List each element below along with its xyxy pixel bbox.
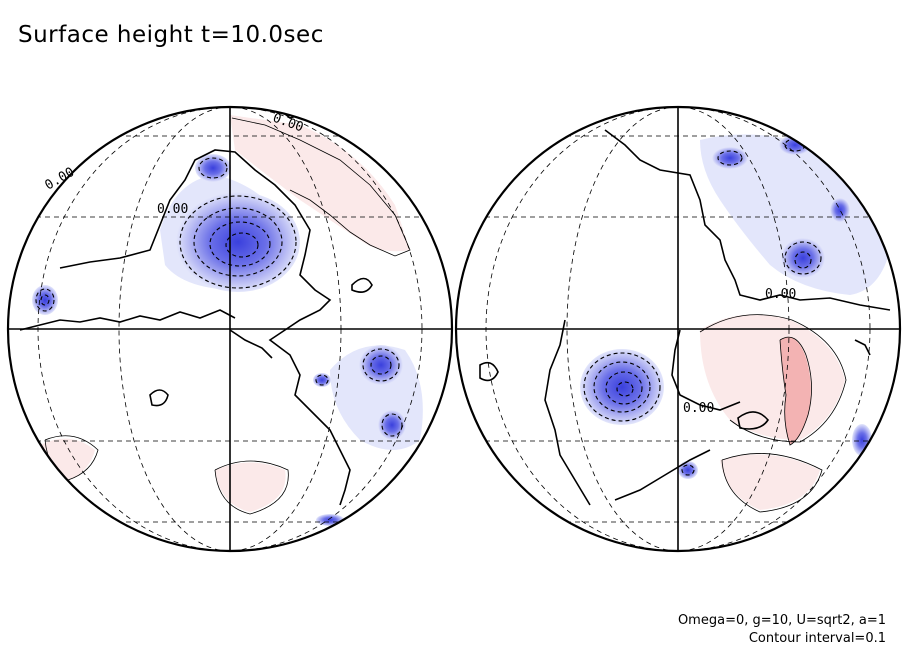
right-positive-region-2	[720, 454, 820, 510]
right-contour-label-2: 0.00	[683, 401, 714, 416]
left-blue-bottom	[316, 514, 344, 526]
right-blue-north-east	[779, 135, 811, 155]
right-hemisphere: 0.00 0.00	[454, 105, 902, 553]
right-positive-core	[780, 337, 811, 445]
right-zero-contours	[479, 129, 891, 506]
left-positive-region-2	[40, 438, 95, 480]
right-rim	[454, 105, 902, 553]
left-contour-label-1: 0.00	[157, 202, 188, 217]
right-axes	[456, 107, 900, 551]
right-blue-core	[580, 349, 664, 425]
right-blue-east	[781, 238, 825, 278]
left-positive-region	[230, 115, 410, 252]
left-blue-core	[176, 192, 300, 292]
left-rim	[6, 105, 454, 553]
left-contour-label-2: 0.00	[43, 165, 78, 194]
left-axes	[8, 107, 452, 551]
left-negative-contours	[35, 157, 403, 437]
left-zero-contours	[19, 109, 373, 506]
contour-interval-note: Contour interval=0.1	[748, 631, 886, 646]
right-blue-rim	[830, 198, 850, 222]
left-positive-region-3	[215, 462, 286, 512]
left-blue-top	[195, 154, 231, 182]
right-contour-label-1: 0.00	[765, 287, 796, 302]
plot-title: Surface height t=10.0sec	[18, 22, 324, 48]
right-blue-south	[678, 461, 698, 479]
right-blue-north	[712, 147, 748, 169]
parameter-note: Omega=0, g=10, U=sqrt2, a=1	[677, 613, 886, 628]
left-blue-east	[359, 345, 403, 385]
left-hemisphere: 0.00 0.00 0.00	[6, 105, 454, 553]
right-positive-region	[700, 314, 845, 440]
right-positive-contours	[699, 314, 847, 513]
